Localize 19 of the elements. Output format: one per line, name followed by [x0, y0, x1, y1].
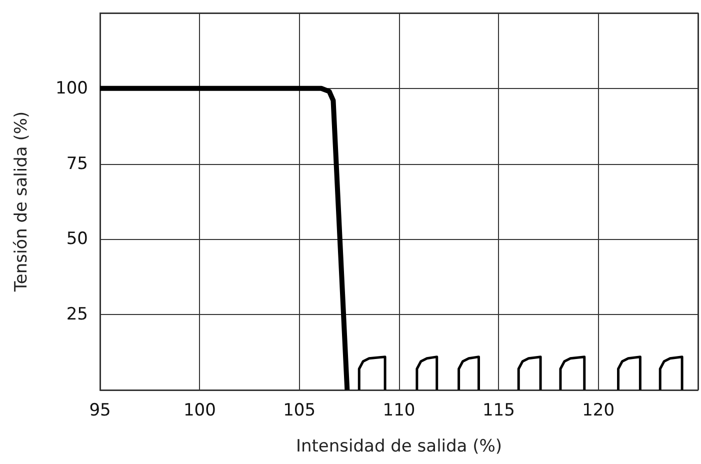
x-tick-label: 120 — [582, 400, 615, 420]
y-tick-label: 75 — [66, 154, 88, 174]
y-tick-label: 50 — [66, 229, 88, 250]
x-tick-label: 95 — [89, 400, 111, 420]
x-tick-label: 105 — [283, 400, 316, 420]
x-tick-label: 100 — [183, 400, 216, 420]
line-series — [416, 356, 438, 392]
x-tick-label: 115 — [482, 400, 515, 420]
line-series — [658, 356, 684, 392]
line-series — [559, 356, 586, 392]
y-tick-label: 25 — [66, 304, 88, 325]
x-axis-title: Intensidad de salida (%) — [296, 436, 502, 456]
x-tick-label: 110 — [382, 400, 416, 420]
y-axis-title: Tensión de salida (%) — [12, 111, 32, 293]
line-series — [358, 356, 386, 392]
line-series — [517, 356, 542, 392]
line-series — [617, 356, 642, 392]
y-tick-label: 100 — [56, 78, 88, 98]
line-series — [458, 356, 480, 392]
